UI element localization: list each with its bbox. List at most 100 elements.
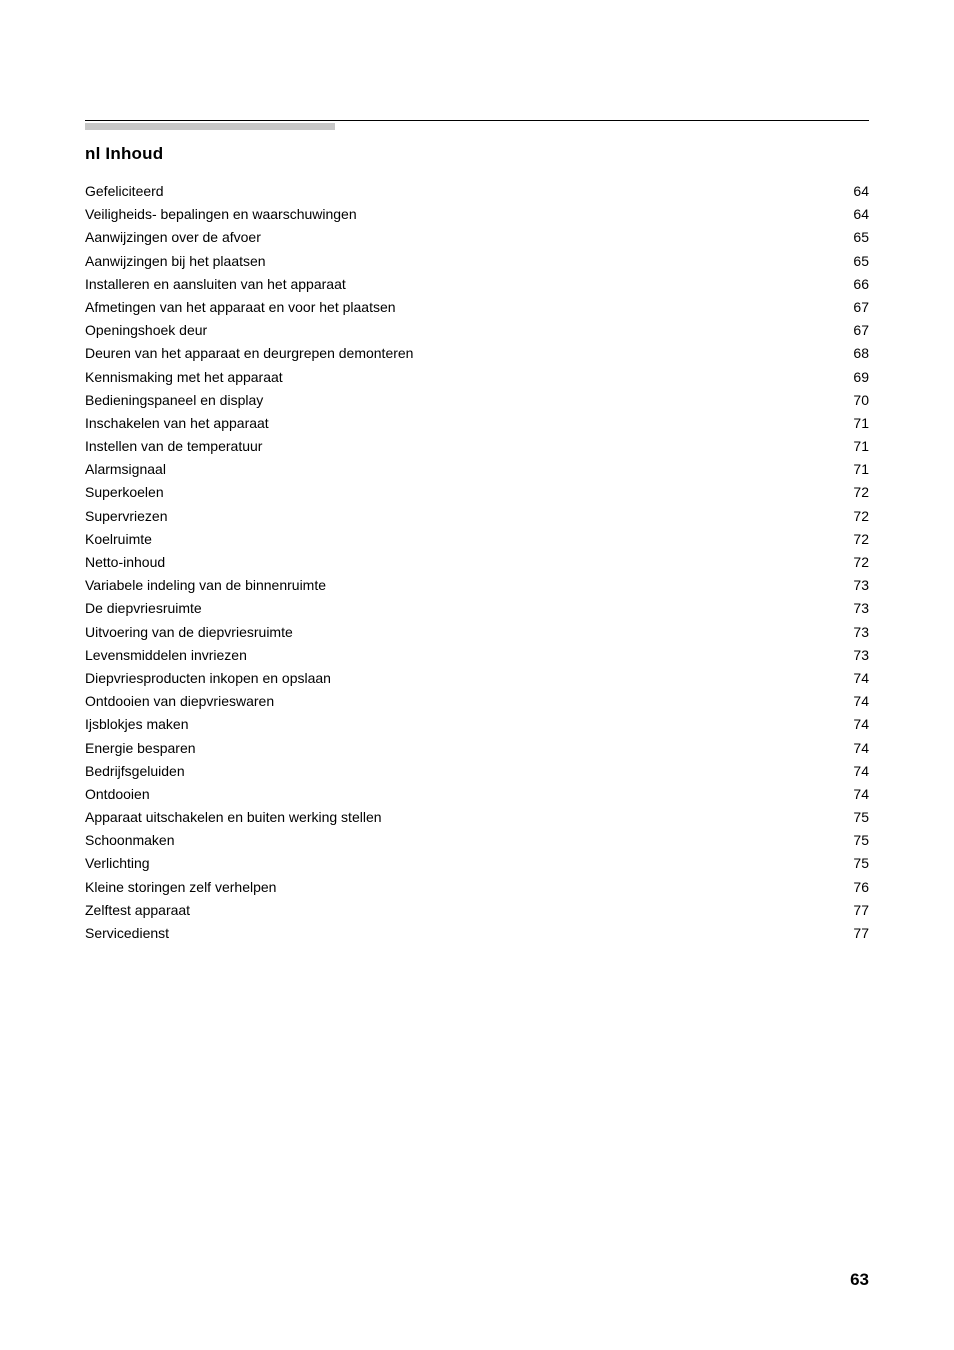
toc-row: Koelruimte 72 [85,532,869,546]
toc-label: Verlichting [85,856,150,870]
toc-label: Schoonmaken [85,833,175,847]
toc-row: Verlichting 75 [85,856,869,870]
page-title: nl Inhoud [85,144,869,164]
toc-page: 70 [841,393,869,407]
toc-row: Openingshoek deur 67 [85,323,869,337]
toc-label: Installeren en aansluiten van het appara… [85,277,346,291]
toc-label: Afmetingen van het apparaat en voor het … [85,300,396,314]
toc-row: Veiligheids- bepalingen en waarschuwinge… [85,207,869,221]
toc-label: Aanwijzingen over de afvoer [85,230,261,244]
toc-page: 75 [841,833,869,847]
toc-page: 73 [841,648,869,662]
toc-page: 73 [841,625,869,639]
toc-label: Kennismaking met het apparaat [85,370,283,384]
toc-page: 74 [841,764,869,778]
toc-page: 76 [841,880,869,894]
toc-page: 75 [841,810,869,824]
toc-page: 77 [841,926,869,940]
toc-row: Superkoelen 72 [85,485,869,499]
toc-label: Instellen van de temperatuur [85,439,262,453]
toc-row: Variabele indeling van de binnenruimte 7… [85,578,869,592]
toc-row: Aanwijzingen over de afvoer 65 [85,230,869,244]
toc-label: Bedrijfsgeluiden [85,764,185,778]
toc-label: Apparaat uitschakelen en buiten werking … [85,810,382,824]
toc-row: Bedrijfsgeluiden 74 [85,764,869,778]
page: nl Inhoud Gefeliciteerd 64 Veiligheids- b… [0,0,954,1350]
toc-page: 73 [841,601,869,615]
toc-row: Ijsblokjes maken74 [85,717,869,731]
toc-page: 74 [841,694,869,708]
toc-page: 64 [841,184,869,198]
toc-row: Servicedienst 77 [85,926,869,940]
toc-label: Uitvoering van de diepvriesruimte [85,625,293,639]
toc-label: Openingshoek deur [85,323,207,337]
grey-bar [85,123,335,130]
toc-page: 66 [841,277,869,291]
toc-row: Ontdooien 74 [85,787,869,801]
toc-page: 72 [841,532,869,546]
toc-row: Energie besparen 74 [85,741,869,755]
toc-page: 74 [841,717,869,731]
toc-page: 68 [841,346,869,360]
toc-page: 75 [841,856,869,870]
toc-row: Installeren en aansluiten van het appara… [85,277,869,291]
toc-page: 65 [841,230,869,244]
toc-label: Levensmiddelen invriezen [85,648,247,662]
toc-label: Ontdooien [85,787,150,801]
toc-row: Instellen van de temperatuur 71 [85,439,869,453]
toc-page: 74 [841,671,869,685]
top-rule [85,120,869,121]
toc-label: Kleine storingen zelf verhelpen [85,880,276,894]
toc-row: Inschakelen van het apparaat 71 [85,416,869,430]
toc-row: Diepvriesproducten inkopen en opslaan 74 [85,671,869,685]
toc-label: Zelftest apparaat [85,903,190,917]
toc-page: 77 [841,903,869,917]
toc-page: 72 [841,485,869,499]
toc-label: Netto-inhoud [85,555,165,569]
toc-row: Netto-inhoud 72 [85,555,869,569]
toc-page: 67 [841,323,869,337]
toc-row: Supervriezen72 [85,509,869,523]
toc-row: Zelftest apparaat 77 [85,903,869,917]
toc-label: Supervriezen [85,509,168,523]
toc-page: 72 [841,555,869,569]
toc-page: 71 [841,462,869,476]
toc-label: Energie besparen [85,741,196,755]
toc-label: Bedieningspaneel en display [85,393,263,407]
toc-label: Gefeliciteerd [85,184,164,198]
toc-label: Superkoelen [85,485,164,499]
toc-page: 69 [841,370,869,384]
toc-page: 74 [841,741,869,755]
toc-page: 65 [841,254,869,268]
toc-page: 71 [841,439,869,453]
toc-row: Bedieningspaneel en display 70 [85,393,869,407]
toc-label: Alarmsignaal [85,462,166,476]
toc-row: Deuren van het apparaat en deurgrepen de… [85,346,869,360]
toc-page: 71 [841,416,869,430]
toc-label: Ontdooien van diepvrieswaren [85,694,274,708]
toc-page: 74 [841,787,869,801]
toc-label: Diepvriesproducten inkopen en opslaan [85,671,331,685]
toc-label: Servicedienst [85,926,169,940]
toc-row: Ontdooien van diepvrieswaren 74 [85,694,869,708]
toc-label: Inschakelen van het apparaat [85,416,269,430]
toc-label: Deuren van het apparaat en deurgrepen de… [85,346,413,360]
toc-page: 73 [841,578,869,592]
toc-row: De diepvriesruimte 73 [85,601,869,615]
toc-page: 64 [841,207,869,221]
table-of-contents: Gefeliciteerd 64 Veiligheids- bepalingen … [85,184,869,940]
toc-row: Uitvoering van de diepvriesruimte 73 [85,625,869,639]
toc-label: Variabele indeling van de binnenruimte [85,578,326,592]
toc-row: Aanwijzingen bij het plaatsen 65 [85,254,869,268]
toc-row: Kleine storingen zelf verhelpen 76 [85,880,869,894]
page-number: 63 [850,1270,869,1290]
toc-row: Levensmiddelen invriezen 73 [85,648,869,662]
toc-row: Afmetingen van het apparaat en voor het … [85,300,869,314]
toc-page: 67 [841,300,869,314]
toc-row: Gefeliciteerd 64 [85,184,869,198]
toc-row: Alarmsignaal 71 [85,462,869,476]
toc-row: Apparaat uitschakelen en buiten werking … [85,810,869,824]
toc-label: Koelruimte [85,532,152,546]
toc-label: Veiligheids- bepalingen en waarschuwinge… [85,207,357,221]
toc-row: Schoonmaken 75 [85,833,869,847]
